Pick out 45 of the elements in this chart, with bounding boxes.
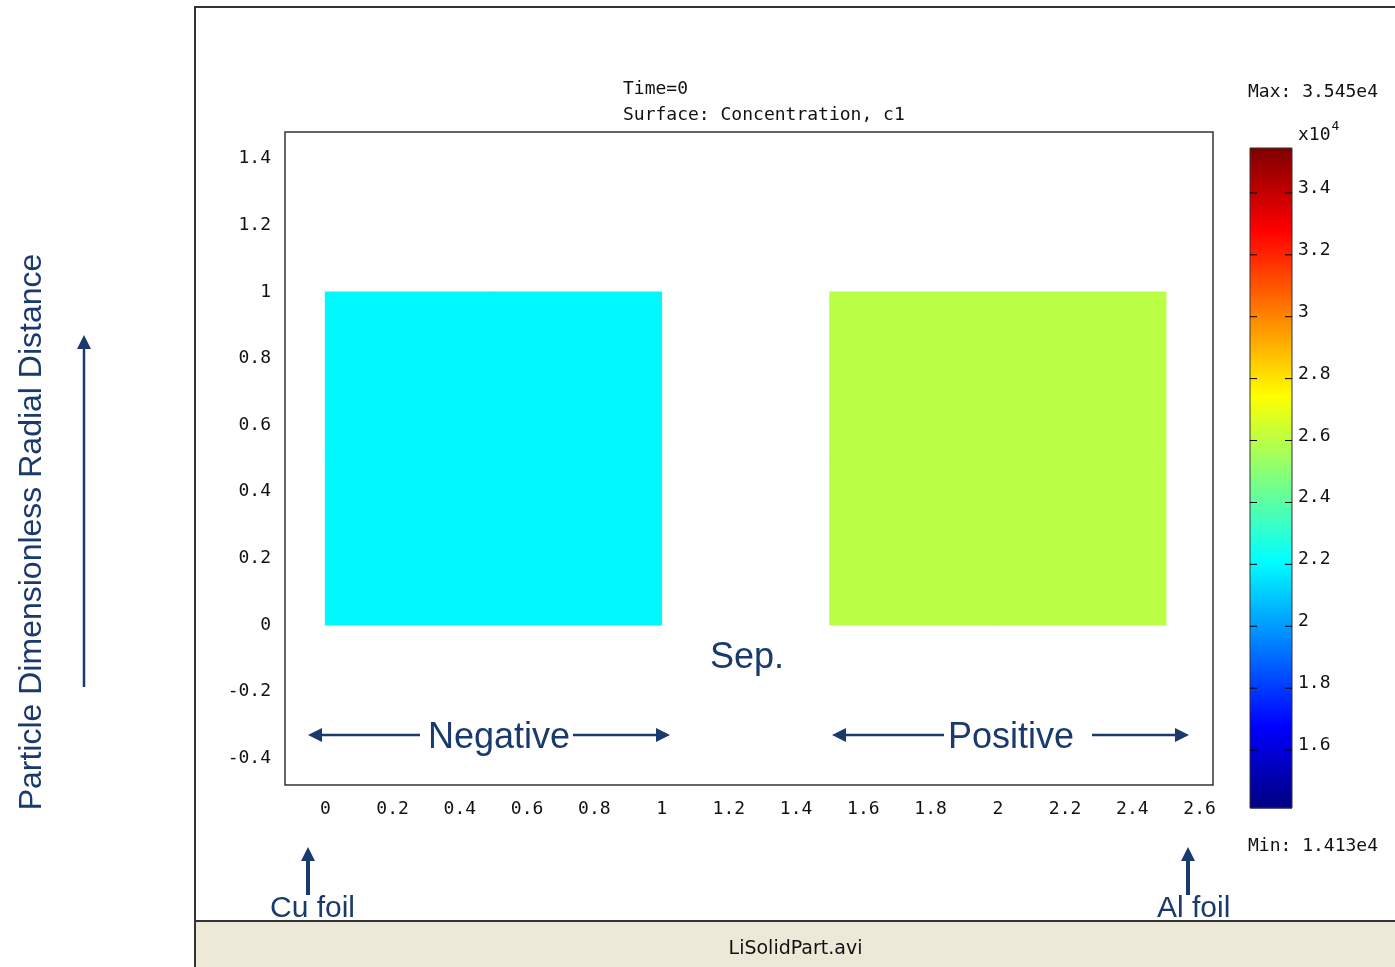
x-tick-label: 2.6: [1183, 797, 1216, 819]
text: Max: 3.545e4: [1248, 80, 1379, 101]
y-tick-label: -0.4: [227, 746, 271, 768]
chart-title: Time=0: [623, 77, 689, 98]
x-tick-label: 0.6: [510, 797, 544, 819]
x-tick-label: 0: [319, 797, 331, 819]
color-bar-label: 3.4: [1298, 175, 1331, 197]
chart-subtitle: Surface: Concentration, c1: [623, 103, 905, 124]
x-tick-label: 1: [656, 797, 667, 819]
color-bar-label: 3: [1298, 299, 1309, 321]
color-bar-label: 2: [1298, 609, 1309, 631]
color-bar-label: 2.6: [1298, 423, 1331, 445]
y-tick-label: 0: [260, 612, 271, 634]
x-tick-label: 0.8: [578, 797, 611, 819]
x-tick-label: 1.6: [847, 797, 880, 819]
x-tick-label: 2.2: [1048, 797, 1082, 819]
color-bar-label: 2.2: [1298, 547, 1331, 569]
text: Cu foil: [270, 890, 356, 924]
x-tick-label: 2: [992, 797, 1004, 819]
y-tick-label: 0.6: [238, 412, 271, 434]
x-tick-label: 0.2: [376, 797, 409, 819]
annotation: Sep.: [710, 635, 785, 677]
color-bar-label: 1.8: [1298, 671, 1331, 693]
y-tick-label: 1: [260, 279, 271, 301]
annotation: Negative: [428, 715, 571, 757]
y-tick-label: 1.4: [238, 146, 271, 168]
text: Min: 1.413e4: [1248, 834, 1379, 855]
x-tick-label: 2.4: [1116, 797, 1149, 819]
y-tick-label: 1.2: [238, 212, 271, 234]
y-tick-label: -0.2: [227, 679, 271, 701]
text: Al foil: [1157, 890, 1231, 924]
x-tick-label: 1.8: [914, 797, 947, 819]
color-bar-label: 2.8: [1298, 361, 1331, 383]
y-tick-label: 0.2: [238, 546, 271, 568]
x-tick-label: 0.4: [443, 797, 477, 819]
x-tick-label: 1.4: [779, 797, 813, 819]
y-tick-label: 0.4: [238, 479, 271, 501]
text: LiSolidPart.avi: [728, 936, 863, 958]
annotation: Positive: [948, 715, 1075, 757]
y-tick-label: 0.8: [238, 346, 271, 368]
color-bar-label: 2.4: [1298, 485, 1331, 507]
color-bar-label: 3.2: [1298, 237, 1331, 259]
color-bar-label: 1.6: [1298, 733, 1331, 755]
x-tick-label: 1.2: [712, 797, 746, 819]
text: Particle Dimensionless Radial Distance: [11, 253, 49, 811]
